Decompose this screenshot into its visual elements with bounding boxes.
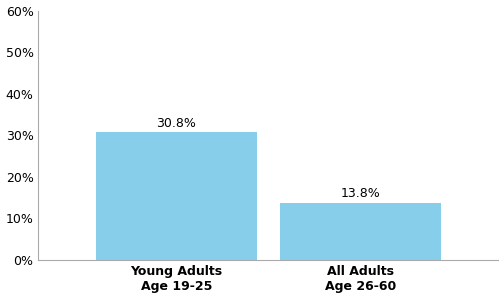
Text: 30.8%: 30.8% — [156, 117, 197, 130]
Text: 13.8%: 13.8% — [341, 187, 381, 200]
Bar — [280, 202, 441, 260]
Bar — [96, 132, 257, 260]
